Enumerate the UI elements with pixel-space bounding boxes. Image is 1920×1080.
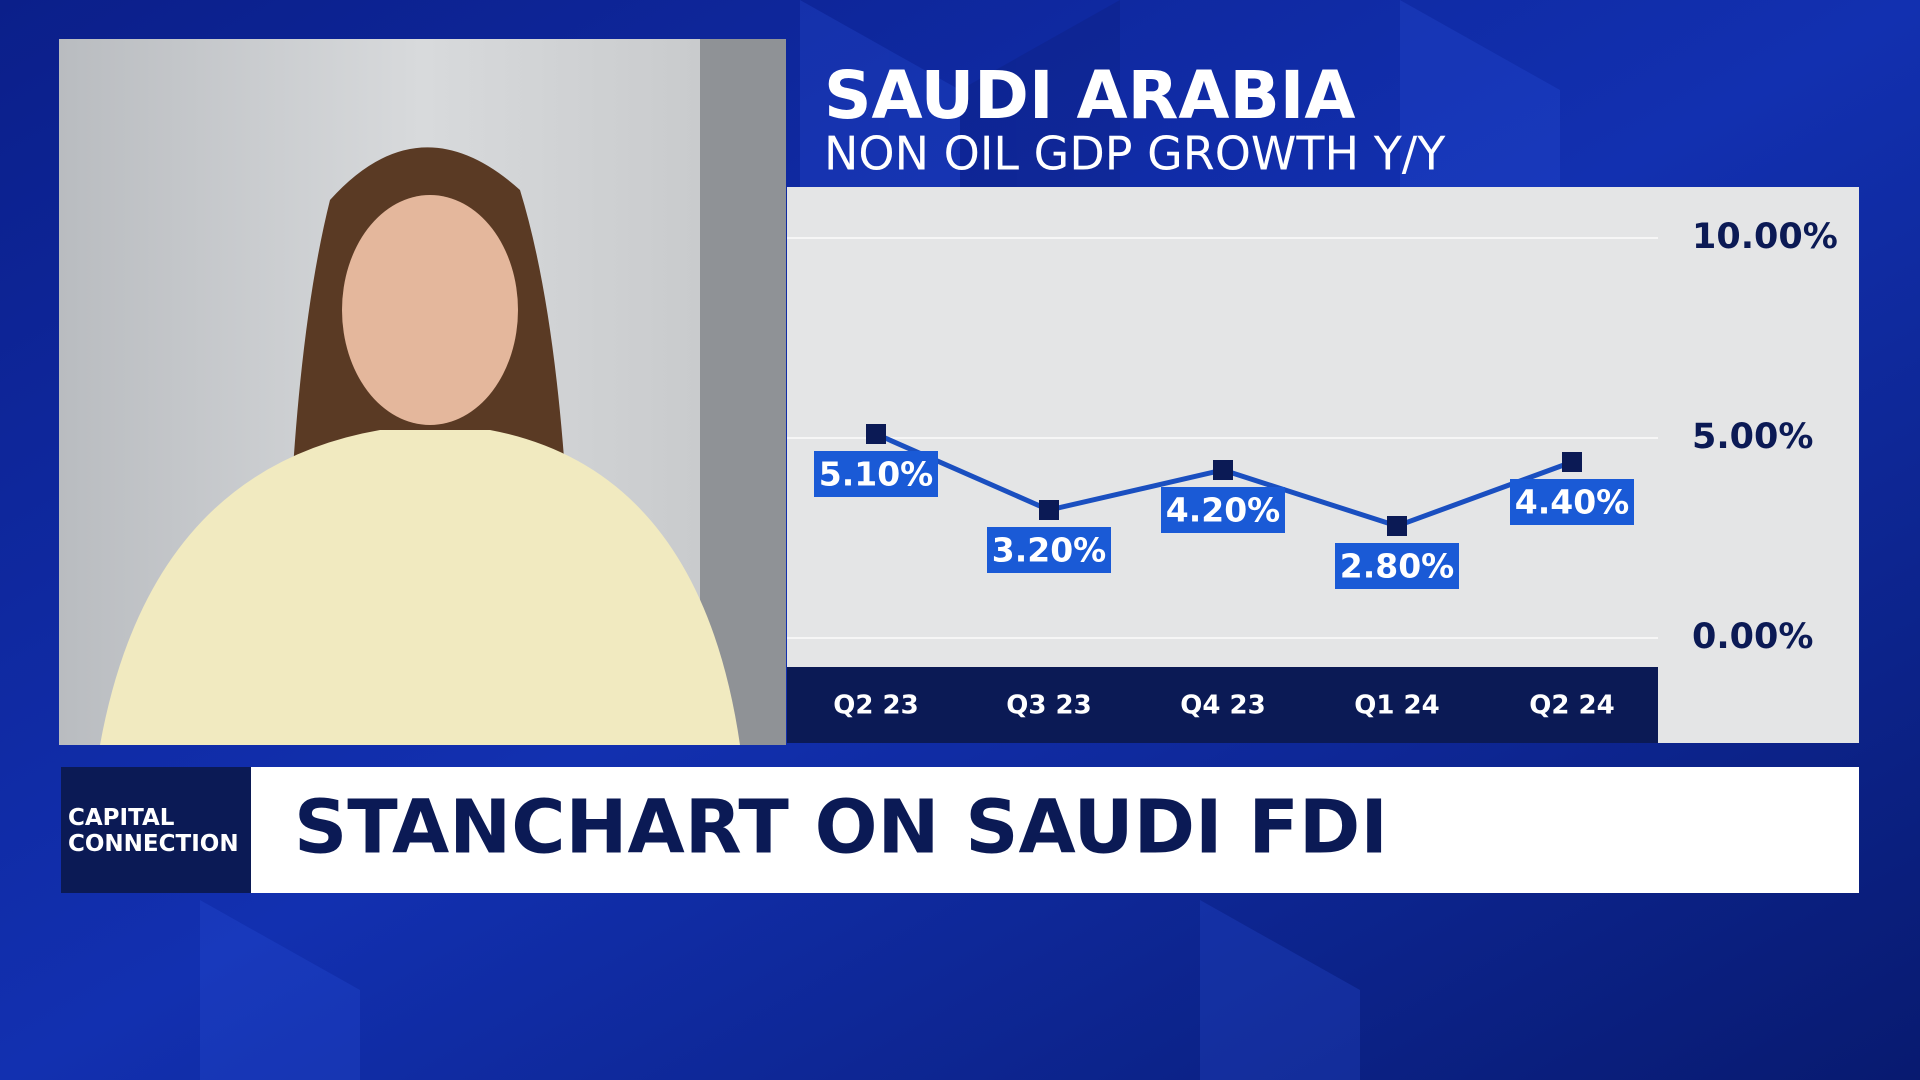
value-label: 4.20% (1161, 487, 1285, 533)
value-label-text: 3.20% (992, 531, 1107, 570)
value-label-text: 4.40% (1515, 483, 1630, 522)
value-label-text: 4.20% (1166, 491, 1281, 530)
data-point (1213, 460, 1233, 480)
show-badge (61, 767, 251, 893)
value-label-box (1510, 479, 1634, 525)
show-name: CAPITAL CONNECTION (68, 805, 239, 857)
value-label: 3.20% (987, 527, 1111, 573)
headline-bar (251, 767, 1859, 893)
y-tick-label: 5.00% (1692, 417, 1813, 457)
video-feed (59, 39, 786, 745)
x-tick-label: Q2 23 (833, 691, 918, 721)
data-point (1562, 452, 1582, 472)
x-tick-label: Q1 24 (1354, 691, 1439, 721)
data-point (1387, 516, 1407, 536)
value-label: 4.40% (1510, 479, 1634, 525)
x-tick-label: Q4 23 (1180, 691, 1265, 721)
y-tick-label: 10.00% (1692, 217, 1838, 257)
x-tick-label: Q2 24 (1529, 691, 1614, 721)
headline: STANCHART ON SAUDI FDI (294, 785, 1388, 871)
chart-panel (787, 187, 1859, 743)
value-label-box (1335, 543, 1459, 589)
chart-subtitle: NON OIL GDP GROWTH Y/Y (824, 127, 1446, 181)
value-label-text: 2.80% (1340, 547, 1455, 586)
value-label-box (1161, 487, 1285, 533)
value-label-box (814, 451, 938, 497)
value-label-box (987, 527, 1111, 573)
chart-title: SAUDI ARABIA (824, 57, 1355, 134)
x-tick-label: Q3 23 (1006, 691, 1091, 721)
data-point (866, 424, 886, 444)
value-label: 2.80% (1335, 543, 1459, 589)
y-tick-label: 0.00% (1692, 617, 1813, 657)
value-label-text: 5.10% (819, 455, 934, 494)
value-label: 5.10% (814, 451, 938, 497)
data-point (1039, 500, 1059, 520)
